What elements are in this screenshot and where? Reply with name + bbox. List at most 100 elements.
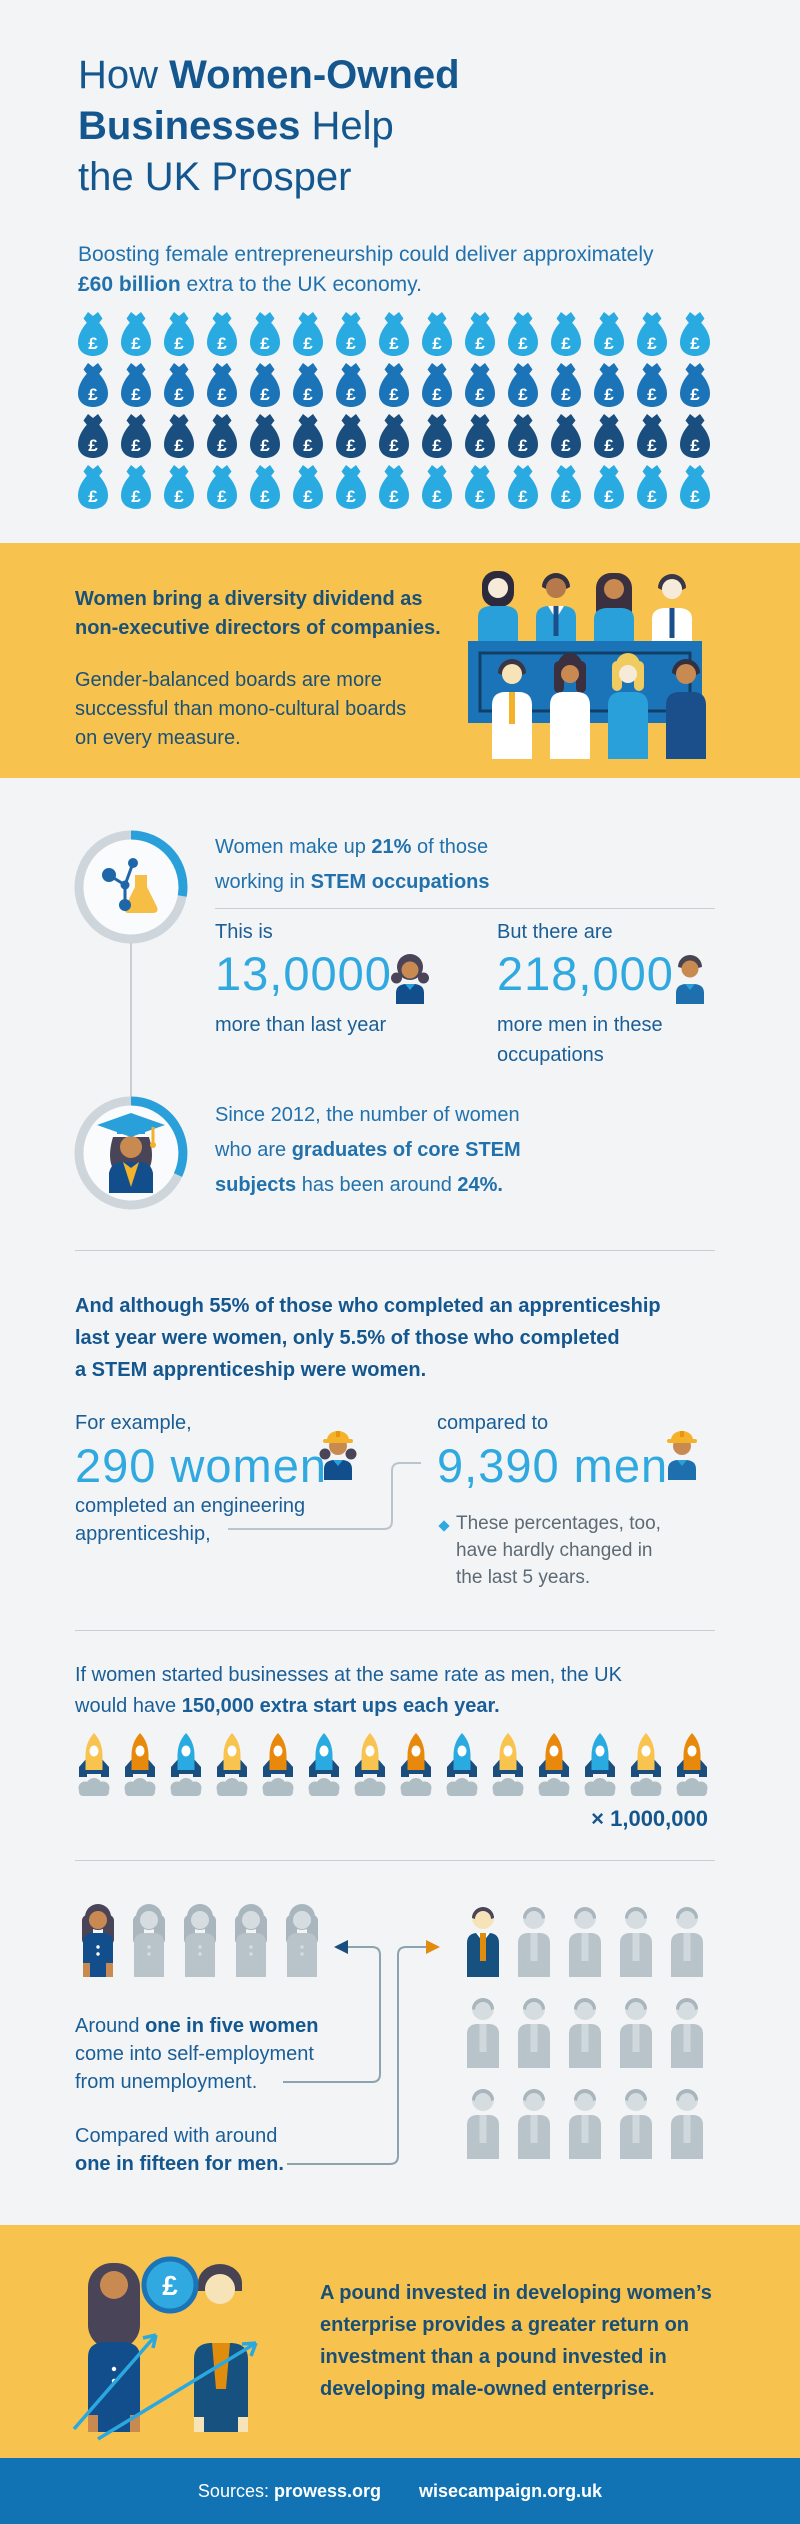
money-bag-icon: £	[78, 312, 108, 356]
svg-text:£: £	[260, 385, 270, 404]
woman-gray-icon	[184, 1904, 216, 1977]
svg-text:£: £	[475, 487, 485, 506]
svg-text:£: £	[475, 385, 485, 404]
money-bag-icon: £	[680, 414, 710, 458]
svg-text:£: £	[389, 385, 399, 404]
money-bags-grid: £ £ £ £ £ £ £ £ £ £ £ £ £ £ £ £ £ £ £ £ …	[75, 311, 713, 510]
svg-text:£: £	[217, 487, 227, 506]
money-bag-icon: £	[508, 312, 538, 356]
women-self-employment-text: Around one in five women come into self-e…	[75, 2015, 319, 2093]
svg-text:£: £	[647, 385, 657, 404]
money-bag-icon: £	[336, 465, 366, 509]
man-highlighted-icon	[467, 1907, 499, 1977]
svg-text:£: £	[217, 385, 227, 404]
rocket-icon	[170, 1733, 202, 1796]
svg-text:£: £	[346, 334, 356, 353]
money-bag-icon: £	[121, 465, 151, 509]
startups-text: If women started businesses at the same …	[75, 1664, 622, 1717]
svg-text:£: £	[561, 487, 571, 506]
svg-text:£: £	[389, 334, 399, 353]
man-gray-icon	[467, 2089, 499, 2159]
men-pictogram-row	[460, 1903, 710, 1977]
svg-text:£: £	[432, 487, 442, 506]
rocket-icon	[308, 1733, 340, 1796]
women-apprentice-caption: completed an engineering apprenticeship,	[75, 1495, 306, 1545]
svg-text:£: £	[174, 487, 184, 506]
money-bag-icon: £	[379, 465, 409, 509]
money-bag-icon: £	[121, 363, 151, 407]
money-bag-icon: £	[250, 312, 280, 356]
woman-gray-icon	[133, 1904, 165, 1977]
man-gray-icon	[569, 1998, 601, 2068]
man-gray-icon	[569, 1907, 601, 1977]
svg-text:£: £	[346, 436, 356, 455]
rocket-icon	[538, 1733, 570, 1796]
money-bag-row: £ £ £ £ £ £ £ £ £ £ £ £ £ £ £	[75, 311, 713, 357]
money-bag-icon: £	[250, 363, 280, 407]
woman-highlighted-icon	[82, 1904, 114, 1977]
man-gray-icon	[671, 2089, 703, 2159]
money-bag-icon: £	[465, 363, 495, 407]
men-stat-value: 218,000	[497, 947, 674, 1000]
investment-text: A pound invested in developing women’s en…	[320, 2282, 712, 2400]
money-bag-icon: £	[207, 414, 237, 458]
man-gray-icon	[467, 1998, 499, 2068]
stem-occupations-text: Women make up 21% of those working in STE…	[215, 836, 490, 893]
money-bag-icon: £	[336, 414, 366, 458]
pictogram-connector-lines	[283, 1940, 440, 2165]
money-bag-row: £ £ £ £ £ £ £ £ £ £ £ £ £ £ £	[75, 413, 713, 459]
svg-text:£: £	[475, 436, 485, 455]
money-bag-icon: £	[551, 465, 581, 509]
rocket-multiplier: × 1,000,000	[591, 1806, 708, 1831]
money-bag-icon: £	[293, 465, 323, 509]
man-gray-icon	[518, 1998, 550, 2068]
man-gray-icon	[569, 2089, 601, 2159]
women-pictogram-group	[75, 1903, 325, 1977]
graduate-badge	[74, 1096, 188, 1210]
svg-text:£: £	[303, 436, 313, 455]
svg-text:£: £	[260, 487, 270, 506]
rocket-icon	[354, 1733, 386, 1796]
section-divider	[75, 1860, 715, 1861]
svg-text:£: £	[518, 436, 528, 455]
svg-text:£: £	[217, 334, 227, 353]
man-gray-icon	[671, 1907, 703, 1977]
money-bag-icon: £	[465, 312, 495, 356]
growth-arrows-icon	[72, 2333, 258, 2441]
rocket-icon	[492, 1733, 524, 1796]
sources-group: Sources: prowess.org	[198, 2481, 381, 2502]
svg-text:£: £	[432, 436, 442, 455]
arrow-left-icon	[334, 1940, 348, 1954]
rocket-icon	[630, 1733, 662, 1796]
graduates-text: Since 2012, the number of women who are g…	[215, 1104, 521, 1196]
svg-text:£: £	[604, 487, 614, 506]
money-bag-icon: £	[680, 465, 710, 509]
men-self-employment-text: Compared with around one in fifteen for m…	[75, 2125, 284, 2175]
money-bag-icon: £	[207, 363, 237, 407]
men-apprentice-value: 9,390 men	[437, 1439, 669, 1492]
man-gray-icon	[671, 1998, 703, 2068]
money-bag-icon: £	[78, 363, 108, 407]
svg-text:£: £	[690, 487, 700, 506]
flask-icon	[102, 858, 158, 913]
svg-text:£: £	[260, 436, 270, 455]
rocket-icon	[446, 1733, 478, 1796]
svg-text:£: £	[604, 334, 614, 353]
svg-text:£: £	[88, 436, 98, 455]
diversity-body: Gender-balanced boards are more successfu…	[75, 669, 407, 749]
money-bag-icon: £	[207, 312, 237, 356]
money-bag-row: £ £ £ £ £ £ £ £ £ £ £ £ £ £ £	[75, 362, 713, 408]
money-bag-icon: £	[250, 465, 280, 509]
money-bag-icon: £	[680, 312, 710, 356]
pound-coin-symbol: £	[162, 2270, 178, 2301]
rockets-row	[77, 1732, 709, 1798]
money-bag-icon: £	[379, 312, 409, 356]
man-gray-icon	[518, 2089, 550, 2159]
stem-flask-badge	[74, 830, 188, 944]
money-bag-icon: £	[594, 363, 624, 407]
svg-text:£: £	[561, 385, 571, 404]
money-bag-icon: £	[508, 465, 538, 509]
men-pictogram-row	[460, 2085, 710, 2159]
svg-text:£: £	[303, 385, 313, 404]
